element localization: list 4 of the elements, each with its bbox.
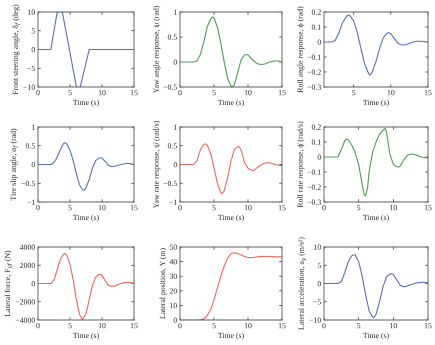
line-series: [38, 142, 134, 191]
line-series: [324, 254, 428, 318]
line-series: [324, 14, 428, 76]
line-series: [180, 143, 282, 194]
